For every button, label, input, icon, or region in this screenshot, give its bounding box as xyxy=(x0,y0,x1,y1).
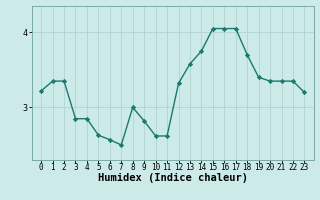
X-axis label: Humidex (Indice chaleur): Humidex (Indice chaleur) xyxy=(98,173,248,183)
